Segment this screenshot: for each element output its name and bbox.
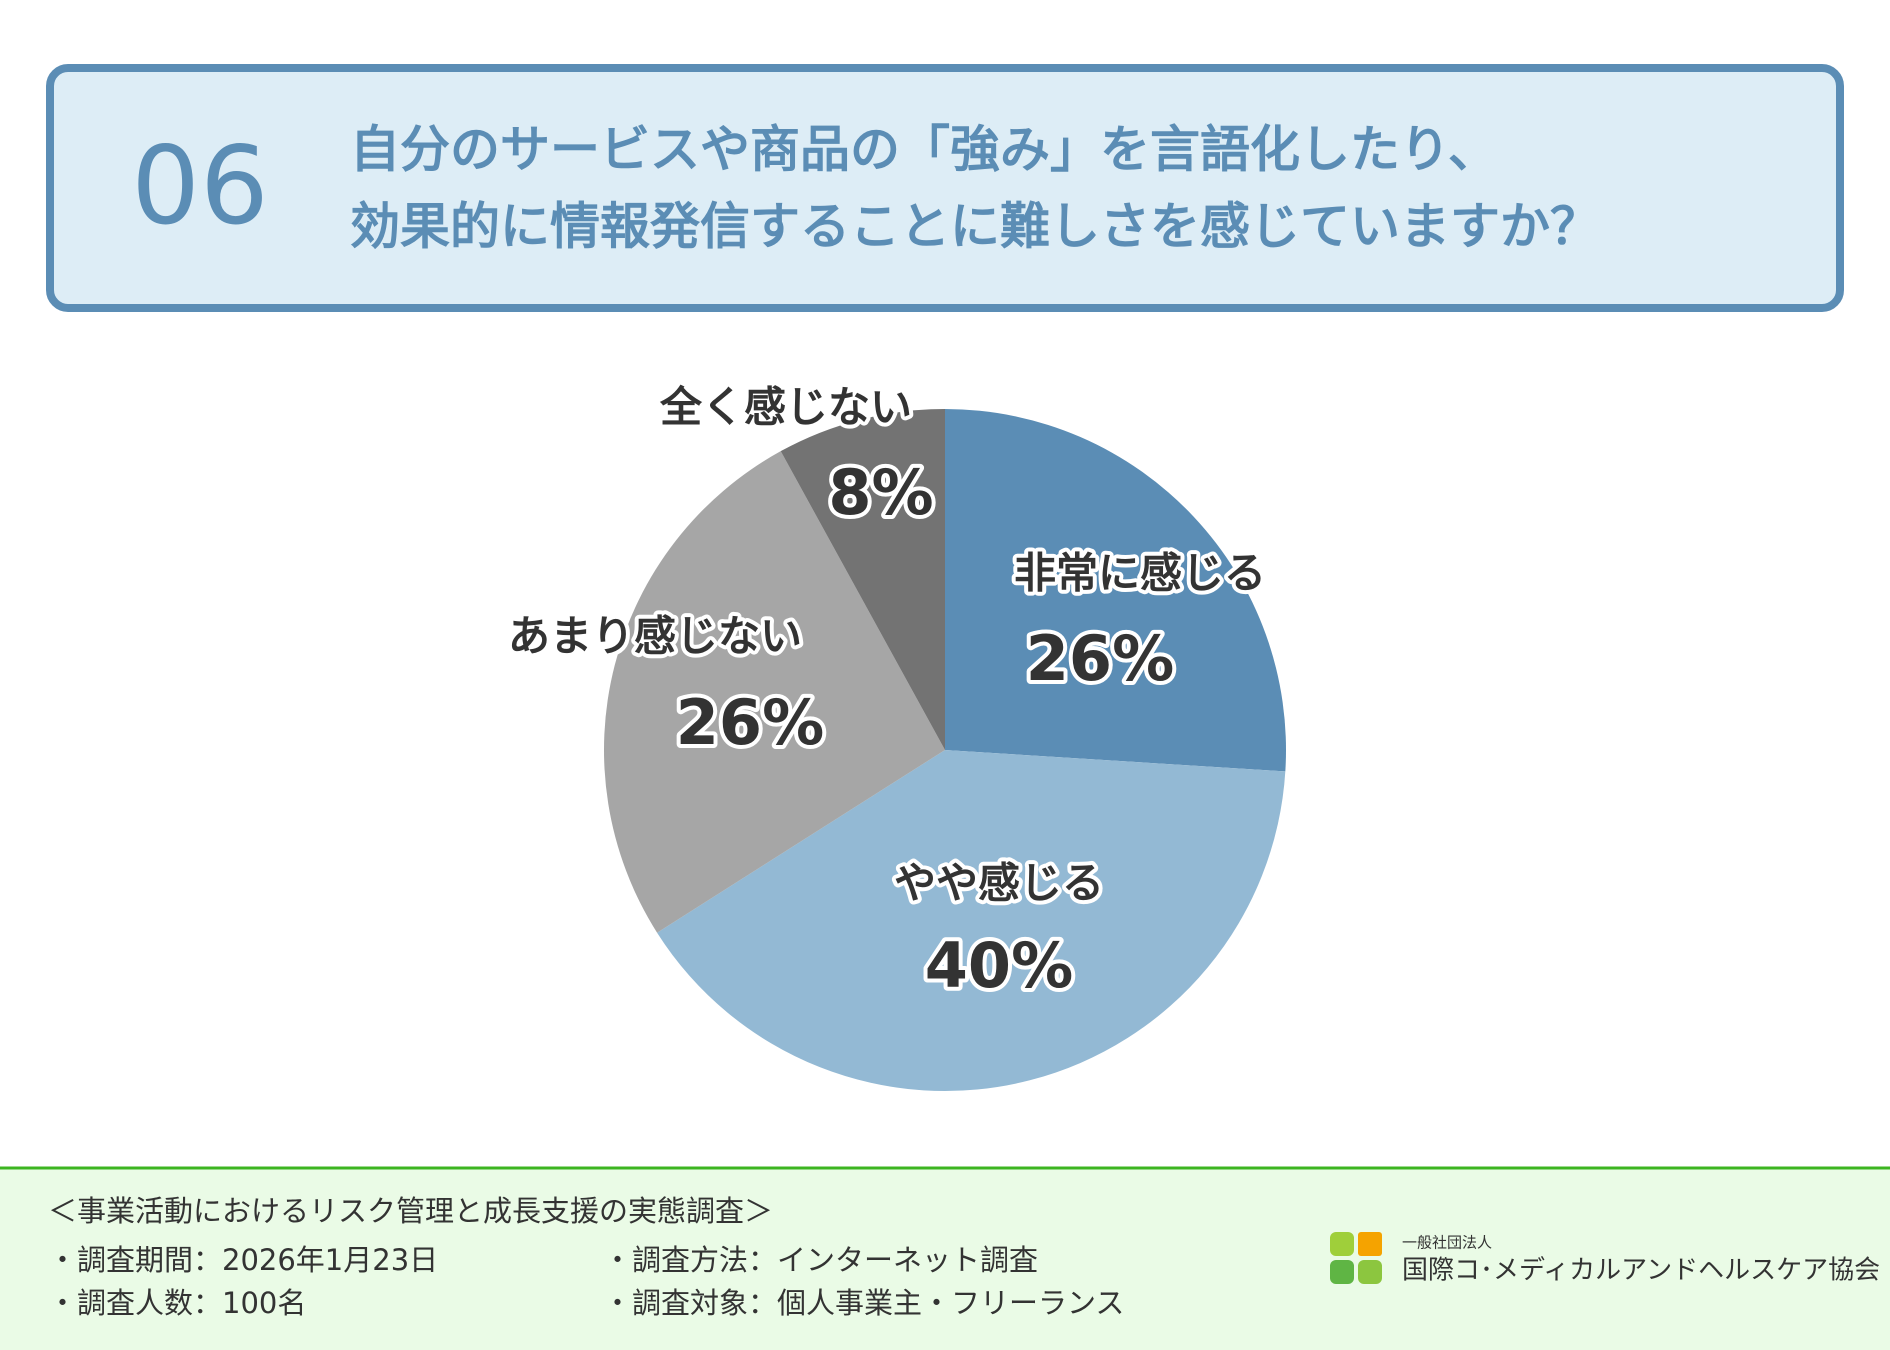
- logo-tile: [1358, 1260, 1382, 1284]
- slice-category: 全く感じない: [659, 383, 912, 432]
- slice-category: あまり感じない: [508, 612, 802, 661]
- survey-item: ・調査方法：インターネット調査: [603, 1243, 1038, 1277]
- pie-slice: [604, 451, 945, 933]
- logo-tile: [1330, 1260, 1354, 1284]
- survey-item: ・調査期間：2026年1月23日: [48, 1243, 438, 1277]
- question-line: 効果的に情報発信することに難しさを感じていますか？: [350, 198, 1600, 256]
- footer-bg: [0, 1167, 1890, 1350]
- logo: [1330, 1232, 1382, 1284]
- slice-value-label: 26%: [1026, 622, 1174, 695]
- survey-item: ・調査人数：100名: [48, 1286, 306, 1320]
- survey-item: ・調査対象：個人事業主・フリーランス: [603, 1286, 1124, 1320]
- org-name: 国際コ･メディカルアンドヘルスケア協会: [1402, 1256, 1880, 1286]
- survey-title: ＜事業活動におけるリスク管理と成長支援の実態調査＞: [48, 1194, 773, 1228]
- slice-category: やや感じる: [894, 859, 1104, 908]
- pie-slice: [780, 409, 945, 750]
- slice-value-label: 40%: [925, 929, 1073, 1002]
- org-type: 一般社団法人: [1402, 1234, 1492, 1252]
- slice-value-label: 8%: [828, 456, 933, 529]
- slice-value-label: 26%: [676, 686, 824, 759]
- slice-category: 非常に感じる: [1014, 549, 1266, 598]
- question-number: 06: [131, 124, 268, 249]
- header-box: [46, 64, 1844, 312]
- pie-slice: [657, 750, 1286, 1091]
- pie-chart: 非常に感じる 26% やや感じる 40% あまり感じない 26% 全く感じない 8%: [504, 379, 1286, 1091]
- pie-slice: [945, 409, 1286, 772]
- question-line: 自分のサービスや商品の「強み」を言語化したり、: [350, 121, 1498, 179]
- logo-tile: [1330, 1232, 1354, 1256]
- logo-tile: [1358, 1232, 1382, 1256]
